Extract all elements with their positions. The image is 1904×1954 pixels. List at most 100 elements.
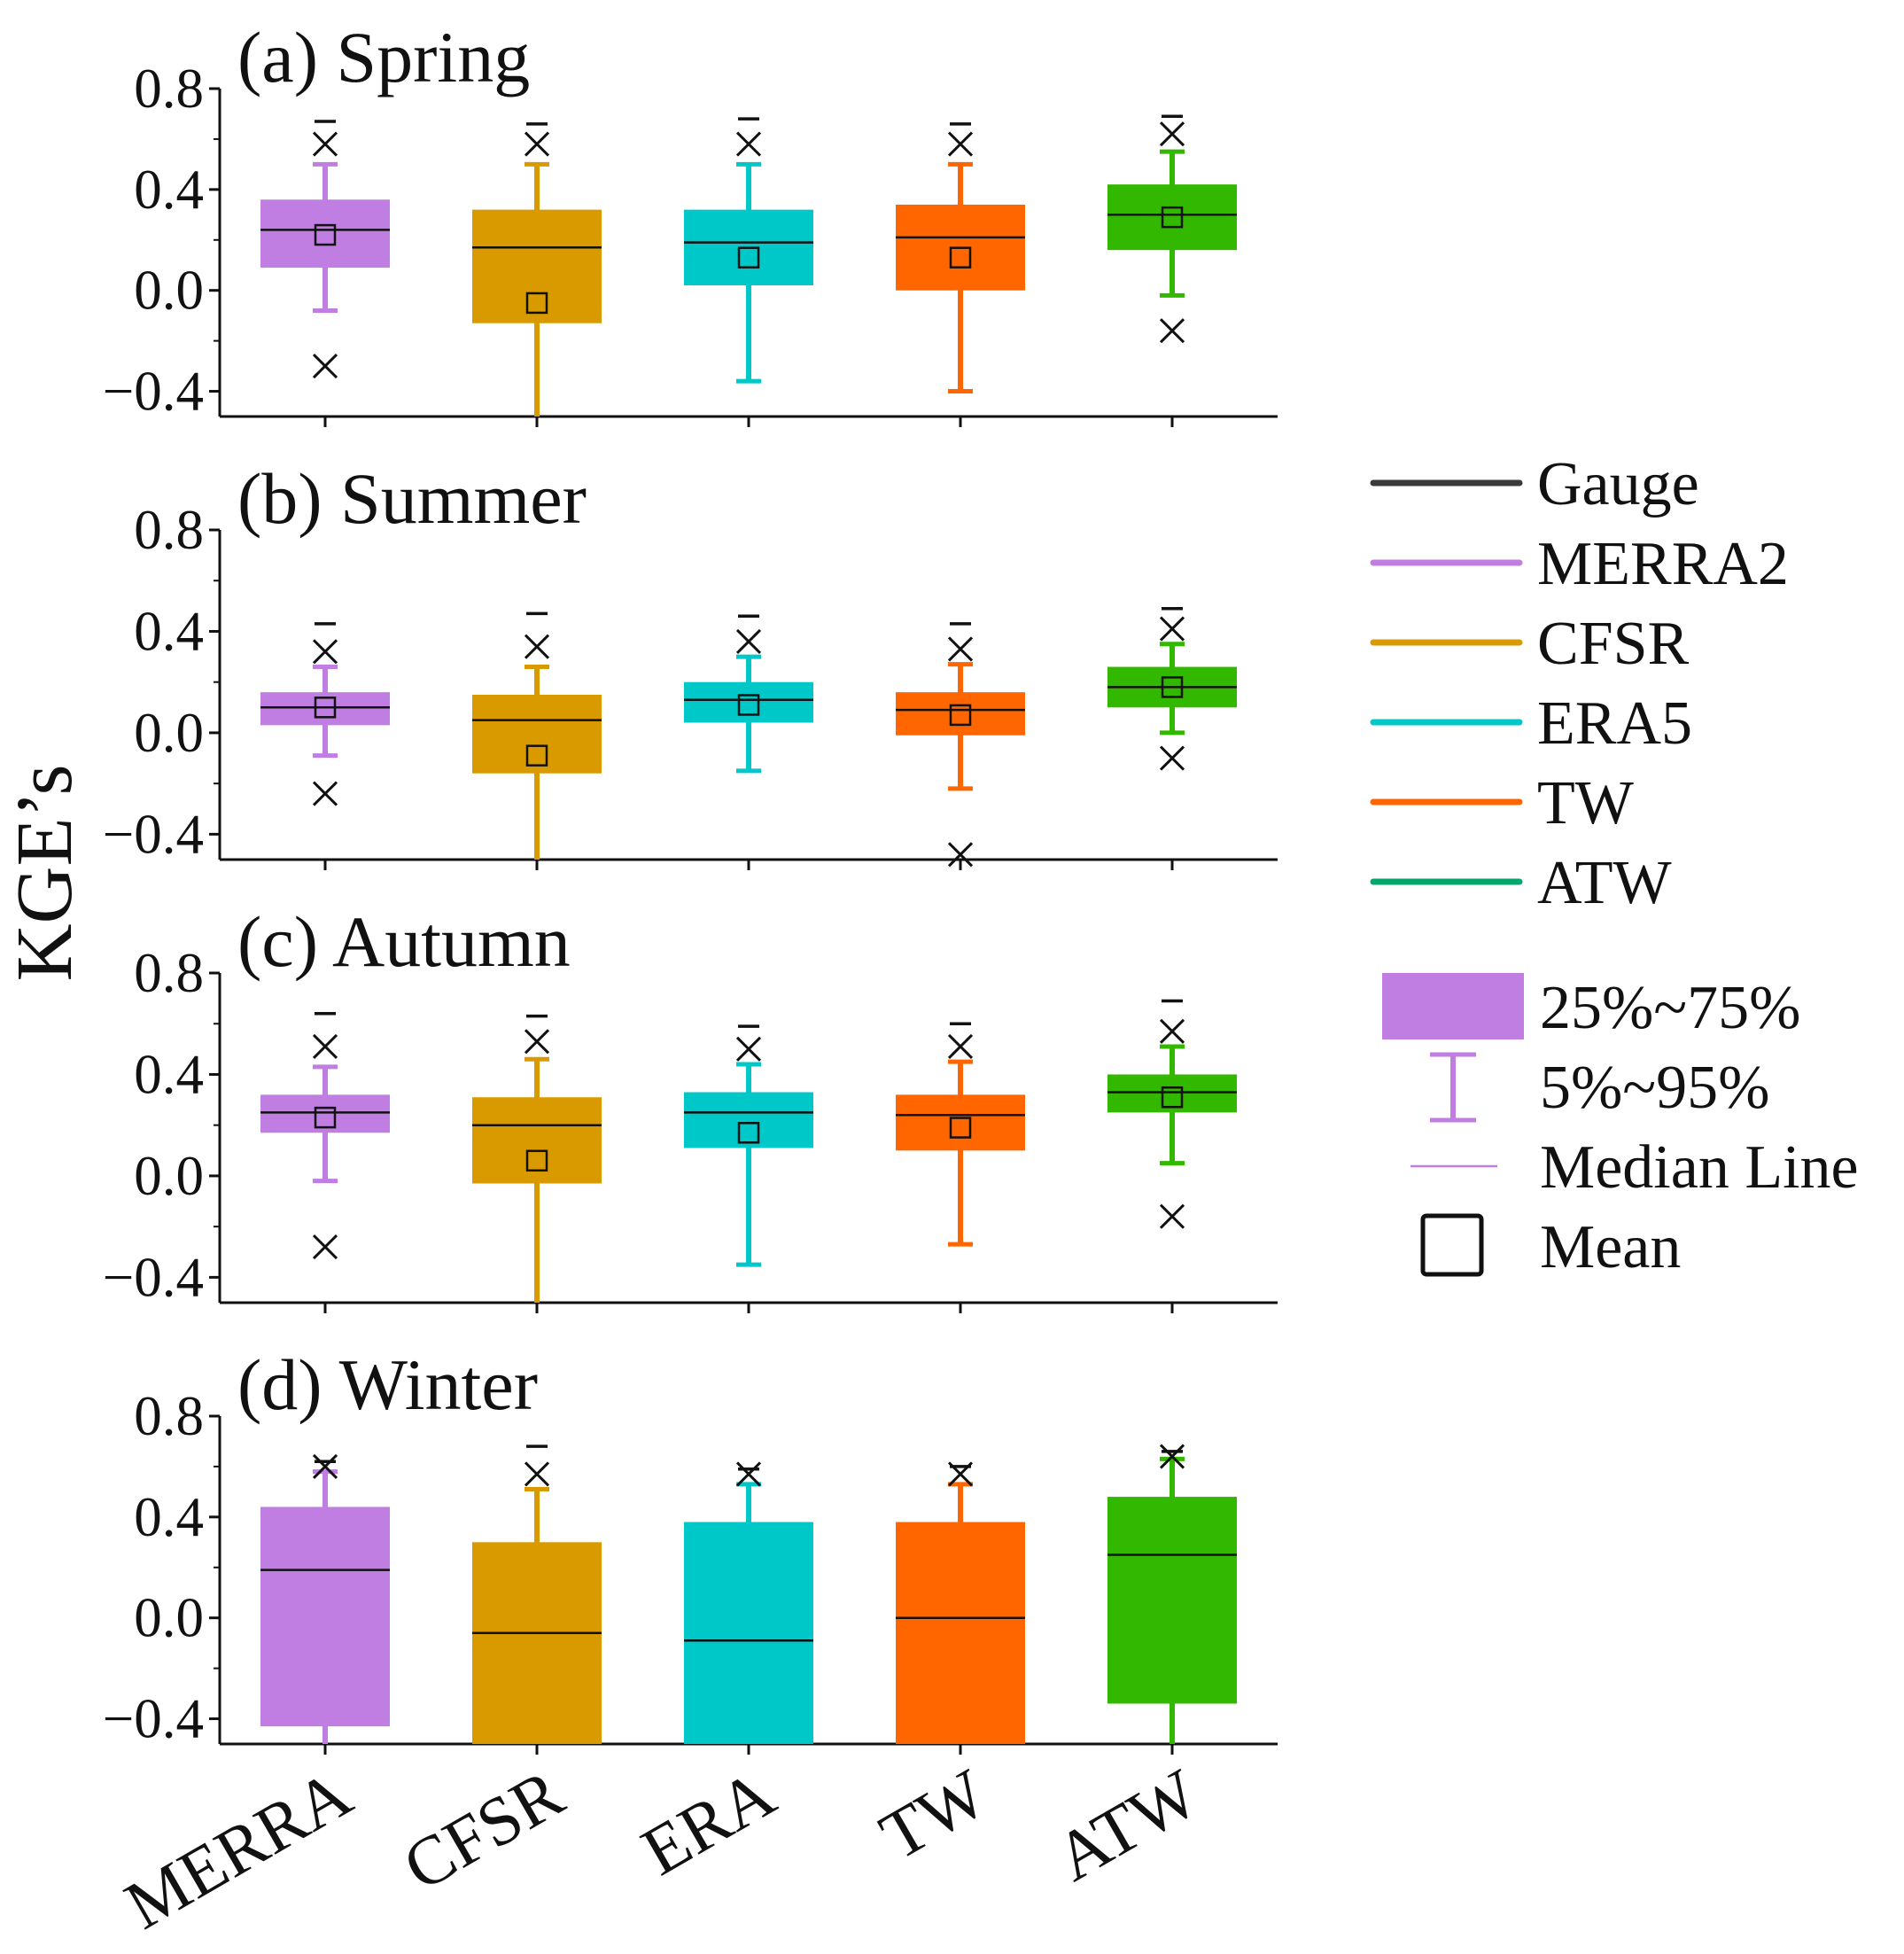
x-category-label: MERRA xyxy=(113,1754,364,1943)
cross-stroke xyxy=(735,1036,762,1062)
box-era xyxy=(684,1461,813,1744)
legend-label: ATW xyxy=(1537,849,1672,917)
mean-marker xyxy=(314,1106,337,1129)
legend-item-tw: TW xyxy=(1370,769,1634,837)
max-marker xyxy=(524,1461,550,1487)
mean-marker xyxy=(949,1117,972,1139)
max-marker xyxy=(1159,121,1185,147)
legend-label: Mean xyxy=(1540,1213,1681,1281)
iqr-box xyxy=(472,1542,602,1744)
panel-title: (c) Autumn xyxy=(237,901,571,982)
y-tick-label: 0.8 xyxy=(134,499,204,561)
mean-marker xyxy=(525,744,548,767)
y-tick-label: 0.4 xyxy=(134,1486,204,1548)
mean-marker xyxy=(1161,676,1184,698)
cross-stroke xyxy=(524,634,550,659)
box-era xyxy=(684,1024,813,1267)
cross-stroke xyxy=(312,1234,338,1260)
mean-marker xyxy=(525,292,548,315)
iqr-box xyxy=(896,1094,1025,1151)
mean-marker xyxy=(525,1149,548,1172)
mean-marker xyxy=(737,1122,760,1144)
x-category-label: ERA xyxy=(629,1754,788,1889)
y-tick-label: 0.0 xyxy=(134,260,204,322)
min-marker xyxy=(1159,745,1185,771)
y-tick-label: 0.8 xyxy=(134,1385,204,1447)
max-marker xyxy=(312,1453,338,1479)
box-cfsr xyxy=(472,1444,602,1744)
cross-stroke xyxy=(312,1033,338,1060)
iqr-box xyxy=(260,1506,390,1727)
box-merra xyxy=(260,1012,390,1260)
mean-marker xyxy=(314,697,337,719)
max-marker xyxy=(524,131,550,157)
cross-stroke xyxy=(1159,1444,1185,1469)
min-marker xyxy=(312,781,338,806)
iqr-box xyxy=(260,199,390,269)
legend-label: CFSR xyxy=(1537,610,1690,678)
mean-marker xyxy=(1161,206,1184,229)
legend-mean-swatch xyxy=(1420,1213,1484,1277)
iqr-box xyxy=(896,1522,1025,1744)
box-tw xyxy=(896,1461,1025,1744)
cross-stroke xyxy=(312,639,338,665)
min-marker xyxy=(1159,1203,1185,1229)
y-tick-label: −0.4 xyxy=(103,361,204,423)
legend-label: ERA5 xyxy=(1537,689,1692,758)
mean-marker xyxy=(949,704,972,727)
cross-stroke xyxy=(1159,121,1185,147)
max-marker xyxy=(524,634,550,659)
x-category-label: TW xyxy=(867,1754,999,1874)
box-cfsr xyxy=(472,122,602,416)
iqr-box xyxy=(472,209,602,323)
panel-title: (b) Summer xyxy=(237,458,587,539)
x-category-labels: MERRA CFSR ERA TW ATW xyxy=(113,1754,1211,1943)
max-marker xyxy=(1159,616,1185,642)
legend-label: 25%~75% xyxy=(1540,974,1801,1042)
box-atw xyxy=(1107,114,1237,344)
cross-stroke xyxy=(524,1029,550,1055)
legend-item-whisker: 5%~95% xyxy=(1430,1052,1770,1123)
cross-stroke xyxy=(1159,1203,1185,1229)
x-category-label: CFSR xyxy=(391,1754,576,1905)
y-axis-label: KGE’s xyxy=(1,765,89,982)
legend-item-gauge: Gauge xyxy=(1370,450,1699,518)
mean-marker xyxy=(949,246,972,269)
y-tick-label: 0.0 xyxy=(134,702,204,764)
panel-title: (a) Spring xyxy=(237,17,530,97)
iqr-box xyxy=(896,692,1025,736)
legend-label: 5%~95% xyxy=(1540,1054,1770,1122)
max-marker xyxy=(735,628,762,654)
legend-label: Median Line xyxy=(1540,1133,1859,1202)
y-tick-label: 0.4 xyxy=(134,600,204,662)
box-tw xyxy=(896,1022,1025,1247)
iqr-box xyxy=(472,695,602,774)
min-marker xyxy=(1159,318,1185,344)
legend: Gauge MERRA2 CFSR ERA5 TW ATW 25%~75% 5%~95% Med… xyxy=(1370,450,1859,1281)
panel-title: (d) Winter xyxy=(237,1344,538,1425)
cross-stroke xyxy=(312,1453,338,1479)
min-marker xyxy=(312,1234,338,1260)
cross-stroke xyxy=(312,781,338,806)
mean-marker xyxy=(737,694,760,716)
max-marker xyxy=(312,639,338,665)
y-tick-label: −0.4 xyxy=(103,1688,204,1750)
panel-2: −0.4 0.0 0.4 0.8 (b) Summer xyxy=(103,458,1278,870)
legend-box-swatch xyxy=(1382,973,1524,1039)
legend-item-merra2: MERRA2 xyxy=(1370,530,1789,598)
max-marker xyxy=(947,1033,974,1060)
box-merra xyxy=(260,1453,390,1744)
max-marker xyxy=(947,636,974,662)
box-era xyxy=(684,117,813,384)
cross-stroke xyxy=(735,628,762,654)
iqr-box xyxy=(472,1097,602,1184)
legend-label: MERRA2 xyxy=(1537,530,1789,598)
iqr-box xyxy=(1107,184,1237,251)
mean-marker xyxy=(737,246,760,269)
iqr-box xyxy=(684,1522,813,1744)
cross-stroke xyxy=(1159,616,1185,642)
cross-stroke xyxy=(947,636,974,662)
max-marker xyxy=(1159,1018,1185,1044)
box-era xyxy=(684,614,813,774)
max-marker xyxy=(735,1461,762,1487)
